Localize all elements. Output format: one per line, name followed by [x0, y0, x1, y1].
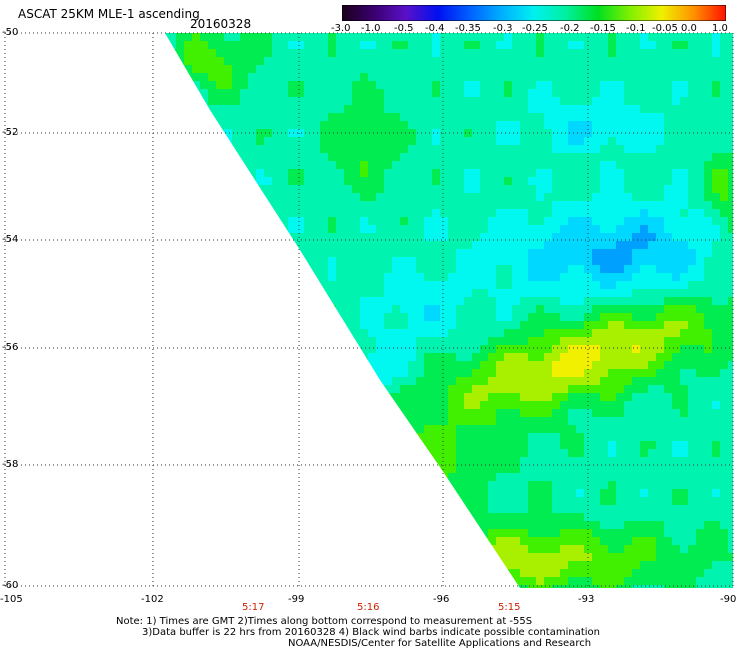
swath-field [165, 33, 733, 588]
colorbar-label: -0.25 [522, 23, 548, 34]
lat-label: -56 [2, 342, 19, 353]
colorbar-label: -0.05 [652, 23, 678, 34]
colorbar-label: 0.0 [681, 23, 697, 34]
colorbar-label: -0.4 [425, 23, 445, 34]
time-label: 5:17 [242, 602, 265, 613]
note-line-1: Note: 1) Times are GMT 2)Times along bot… [116, 616, 533, 627]
colorbar-label: -0.35 [455, 23, 481, 34]
colorbar-label: 1.0 [712, 23, 728, 34]
lon-label: -105 [0, 594, 23, 605]
product-title: ASCAT 25KM MLE-1 ascending [18, 7, 200, 21]
colorbar-label: -0.1 [626, 23, 646, 34]
lon-label: -93 [578, 594, 595, 605]
lat-label: -54 [2, 234, 19, 245]
colorbar-label: -0.3 [493, 23, 513, 34]
note-line-2: 3)Data buffer is 22 hrs from 20160328 4)… [142, 627, 600, 638]
lon-label: -90 [720, 594, 737, 605]
time-label: 5:15 [498, 602, 521, 613]
time-label: 5:16 [357, 602, 380, 613]
colorbar-gradient [342, 5, 726, 21]
lat-label: -60 [2, 580, 19, 591]
colorbar-label: -3.0 [331, 23, 351, 34]
lon-label: -102 [141, 594, 164, 605]
colorbar-label: -0.5 [394, 23, 414, 34]
lat-label: -50 [2, 27, 19, 38]
note-line-3: NOAA/NESDIS/Center for Satellite Applica… [288, 638, 592, 649]
colorbar-label: -0.2 [560, 23, 580, 34]
lat-label: -52 [2, 127, 19, 138]
lon-label: -96 [433, 594, 450, 605]
colorbar-label: -1.0 [361, 23, 381, 34]
lon-label: -99 [288, 594, 305, 605]
colorbar-label: -0.15 [590, 23, 616, 34]
colorbar [342, 5, 726, 21]
lat-label: -58 [2, 459, 19, 470]
product-date: 20160328 [190, 17, 252, 31]
